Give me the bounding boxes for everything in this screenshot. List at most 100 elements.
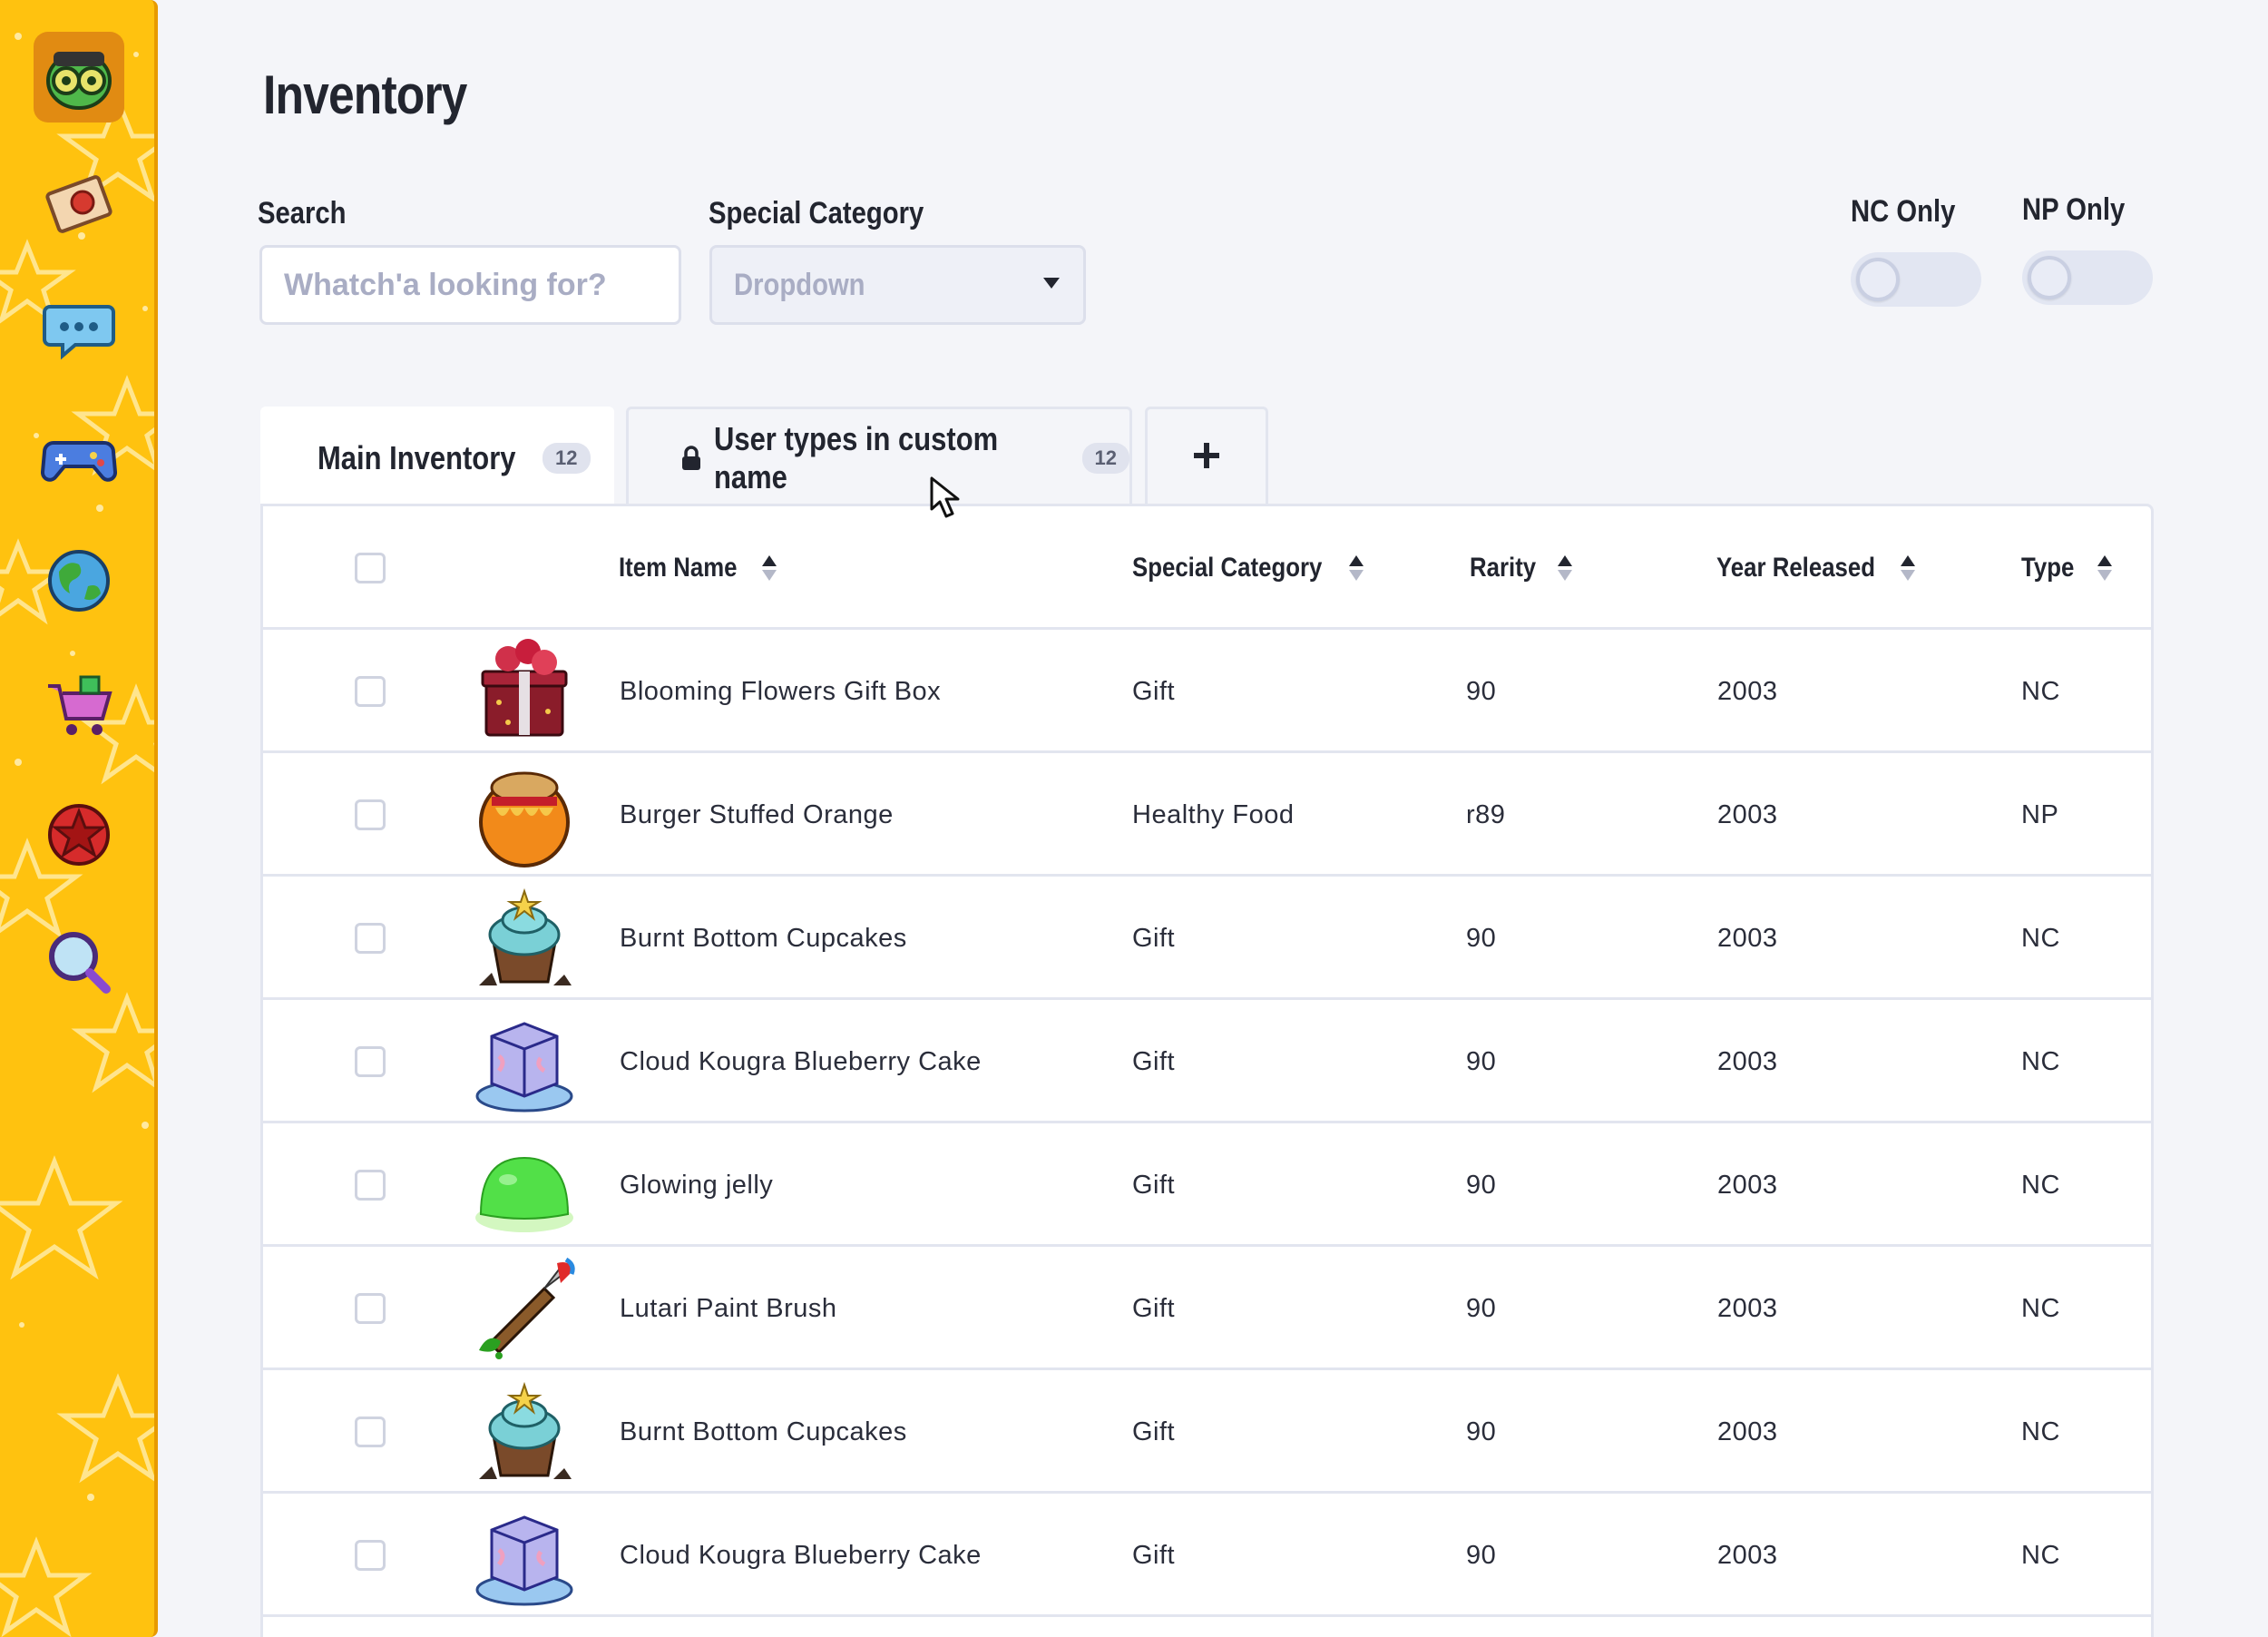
item-year: 2003 [1717,1293,1778,1323]
item-type: NC [2021,1170,2060,1200]
caret-down-icon [1041,276,1061,295]
table-row[interactable]: Glowing jelly Gift 90 2003 NC [263,1123,2151,1247]
green-jelly-icon [475,1156,573,1232]
item-category: Gift [1132,923,1176,953]
plus-icon [1191,440,1222,475]
item-type: NC [2021,1416,2060,1446]
chat-icon[interactable] [34,283,124,374]
inventory-table: Item Name Special Category Rarity Year R… [260,504,2154,1637]
table-row[interactable]: Blooming Flowers Gift Box Gift 90 2003 N… [263,630,2151,753]
mail-icon[interactable] [34,159,124,250]
table-row[interactable]: Burger Stuffed Orange Healthy Food r89 2… [263,753,2151,877]
table-row[interactable]: Cloud Kougra Blueberry Cake Gift 90 2003… [263,1494,2151,1617]
item-category: Gift [1132,1170,1176,1200]
table-row[interactable]: Burnt Bottom Cupcakes Gift 90 2003 NC [263,877,2151,1000]
add-tab-button[interactable] [1145,407,1268,506]
table-row[interactable]: Burnt Bottom Cupcakes Gift 90 2003 NC [263,1370,2151,1494]
special-category-label: Special Category [709,196,924,230]
nc-only-label: NC Only [1851,194,1956,229]
item-rarity: 90 [1466,1046,1497,1076]
item-rarity: 90 [1466,1416,1497,1446]
item-rarity: 90 [1466,1293,1497,1323]
column-header-year-released[interactable]: Year Released [1716,506,1916,630]
row-checkbox[interactable] [355,676,386,707]
item-type: NC [2021,676,2060,706]
select-all-checkbox[interactable] [355,553,386,583]
search-input[interactable] [259,245,681,325]
item-name: Lutari Paint Brush [620,1293,837,1323]
item-year: 2003 [1717,1540,1778,1570]
toggle-knob [1856,258,1900,301]
sidebar [0,0,158,1637]
item-name: Burnt Bottom Cupcakes [620,1416,907,1446]
item-category: Gift [1132,1293,1176,1323]
table-row[interactable]: Lutari Paint Brush Gift 90 2003 NC [263,1247,2151,1370]
row-checkbox[interactable] [355,923,386,954]
item-name: Blooming Flowers Gift Box [620,676,942,706]
item-year: 2003 [1717,676,1778,706]
item-year: 2003 [1717,799,1778,829]
np-only-label: NP Only [2022,192,2126,227]
item-name: Glowing jelly [620,1170,774,1200]
item-rarity: 90 [1466,923,1497,953]
item-category: Gift [1132,676,1176,706]
item-type: NC [2021,1046,2060,1076]
lock-icon [681,445,701,471]
toggle-knob [2028,256,2071,299]
sort-icon [2097,555,2112,581]
sort-icon [761,555,777,581]
count-badge: 12 [1081,442,1129,474]
item-category: Gift [1132,1046,1176,1076]
column-header-special-category[interactable]: Special Category [1132,506,1364,630]
np-only-toggle[interactable] [2022,250,2153,305]
item-name: Burnt Bottom Cupcakes [620,923,907,953]
cupcake-icon [479,1381,572,1479]
item-type: NC [2021,923,2060,953]
item-year: 2003 [1717,1416,1778,1446]
column-header-rarity[interactable]: Rarity [1470,506,1573,630]
dropdown-value: Dropdown [734,267,865,302]
tab-main-inventory[interactable]: Main Inventory 12 [260,407,614,506]
sort-icon [1558,555,1573,581]
row-checkbox[interactable] [355,1046,386,1077]
sort-icon [1901,555,1916,581]
search-icon[interactable] [34,917,124,1007]
gamepad-icon[interactable] [34,408,124,499]
item-name: Burger Stuffed Orange [620,799,894,829]
row-checkbox[interactable] [355,1540,386,1571]
row-checkbox[interactable] [355,1416,386,1447]
column-header-type[interactable]: Type [2021,506,2112,630]
item-name: Cloud Kougra Blueberry Cake [620,1540,982,1570]
column-header-item-name[interactable]: Item Name [619,506,777,630]
count-badge: 12 [543,442,591,474]
table-row[interactable]: Cloud Kougra Blueberry Cake Gift 90 2003… [263,1000,2151,1123]
cupcake-icon [479,887,572,985]
paint-brush-icon [479,1257,575,1359]
item-type: NC [2021,1293,2060,1323]
row-checkbox[interactable] [355,1293,386,1324]
item-category: Gift [1132,1540,1176,1570]
row-checkbox[interactable] [355,799,386,830]
tab-custom-name[interactable]: User types in custom name 12 [626,407,1132,506]
item-category: Healthy Food [1132,799,1295,829]
table-header: Item Name Special Category Rarity Year R… [263,506,2151,630]
shop-cart-icon[interactable] [34,661,124,751]
burger-orange-icon [479,771,570,868]
item-year: 2003 [1717,1170,1778,1200]
item-rarity: 90 [1466,1540,1497,1570]
page-title: Inventory [263,64,467,125]
item-type: NP [2021,799,2059,829]
star-badge-icon[interactable] [34,789,124,880]
world-icon[interactable] [34,535,124,626]
item-name: Cloud Kougra Blueberry Cake [620,1046,982,1076]
special-category-dropdown[interactable]: Dropdown [709,245,1086,325]
avatar-icon[interactable] [34,32,124,123]
nc-only-toggle[interactable] [1851,252,1981,307]
blueberry-cake-icon [475,1022,573,1113]
search-label: Search [258,196,347,230]
item-rarity: 90 [1466,1170,1497,1200]
gift-box-icon [481,639,568,737]
tab-label: User types in custom name [714,419,999,495]
row-checkbox[interactable] [355,1170,386,1201]
mouse-pointer-icon [930,476,960,518]
